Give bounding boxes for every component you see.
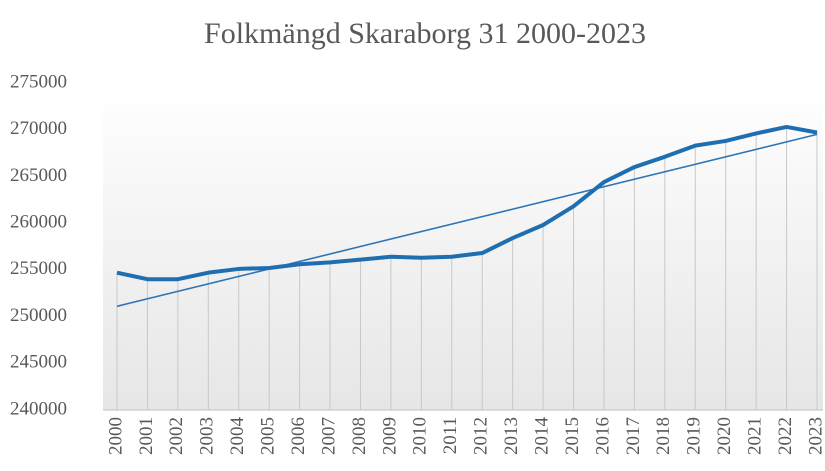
x-tick-label: 2011	[440, 417, 461, 454]
x-tick-label: 2015	[562, 417, 583, 455]
y-tick-label: 255000	[10, 258, 67, 279]
chart-title: Folkmängd Skaraborg 31 2000-2023	[204, 17, 646, 50]
x-tick-label: 2023	[805, 417, 825, 455]
trendline	[116, 133, 818, 308]
x-tick-label: 2006	[288, 417, 309, 455]
x-tick-label: 2004	[227, 417, 248, 456]
y-tick-label: 240000	[10, 398, 67, 419]
x-tick-label: 2020	[714, 417, 735, 455]
x-tick-label: 2002	[166, 417, 187, 455]
y-tick-label: 270000	[10, 118, 67, 139]
x-tick-label: 2003	[197, 417, 218, 455]
plot-background	[103, 83, 823, 410]
series-line	[116, 124, 818, 282]
x-tick-label: 2009	[379, 417, 400, 455]
y-tick-label: 275000	[10, 71, 67, 92]
x-tick-label: 2001	[136, 417, 157, 455]
x-tick-label: 2008	[349, 417, 370, 455]
x-tick-label: 2021	[744, 417, 765, 455]
y-tick-label: 245000	[10, 352, 67, 373]
x-tick-label: 2013	[501, 417, 522, 455]
x-tick-label: 2019	[684, 417, 705, 455]
x-tick-label: 2014	[531, 417, 552, 456]
y-tick-label: 250000	[10, 305, 67, 326]
x-tick-label: 2005	[258, 417, 279, 455]
x-tick-label: 2022	[775, 417, 796, 455]
x-tick-label: 2010	[410, 417, 431, 455]
x-tick-label: 2016	[592, 417, 613, 455]
x-tick-label: 2007	[318, 417, 339, 455]
y-tick-label: 260000	[10, 212, 67, 233]
x-tick-label: 2000	[105, 417, 126, 455]
x-tick-label: 2017	[623, 417, 644, 455]
x-tick-label: 2018	[653, 417, 674, 455]
y-tick-label: 265000	[10, 165, 67, 186]
x-tick-label: 2012	[471, 417, 492, 455]
